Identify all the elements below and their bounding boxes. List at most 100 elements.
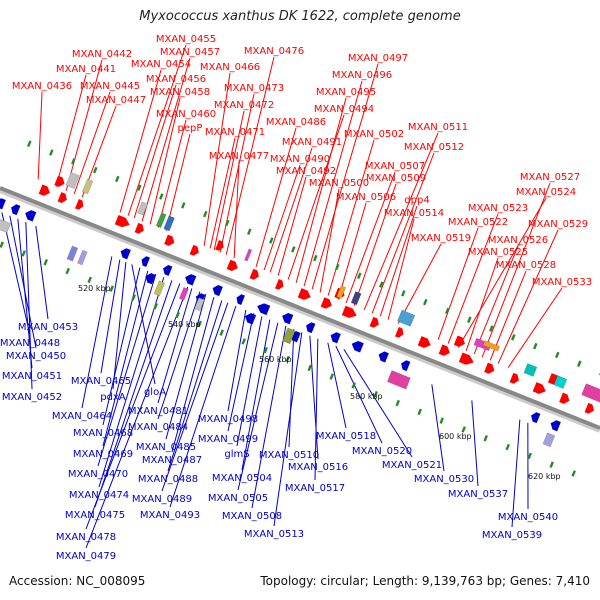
leader-line: [288, 329, 295, 448]
leader-line: [65, 59, 103, 191]
misc-feature-block: [155, 212, 167, 228]
leader-line: [141, 57, 191, 222]
reverse-gene-label: MXAN_0450: [6, 351, 66, 362]
leader-line: [371, 152, 435, 314]
reverse-gene-label: MXAN_0453: [18, 322, 78, 333]
forward-gene-label: MXAN_0477: [209, 151, 269, 162]
leader-line: [311, 63, 379, 290]
leader-line: [213, 110, 245, 251]
scale-label: 600 kbp: [439, 432, 472, 441]
scale-tick: [109, 285, 114, 292]
reverse-gene-arrow: [351, 340, 364, 353]
scale-tick: [401, 290, 406, 297]
leader-line: [133, 84, 177, 219]
scale-tick: [549, 461, 554, 468]
reverse-gene-label: MXAN_0451: [2, 371, 62, 382]
reverse-gene-arrow: [531, 412, 541, 424]
misc-feature-block: [163, 215, 175, 232]
leader-line: [165, 133, 191, 231]
leader-line: [363, 132, 439, 311]
leader-line: [219, 93, 255, 253]
misc-feature-block: [397, 309, 416, 327]
leader-line: [379, 205, 418, 317]
misc-feature-block: [137, 201, 148, 216]
scale-tick: [71, 158, 76, 165]
leader-line: [431, 384, 445, 472]
forward-gene-arrow: [559, 392, 570, 404]
reverse-gene-label: MXAN_0479: [56, 551, 116, 562]
scale-tick: [93, 166, 98, 174]
reverse-gene-arrow: [120, 248, 131, 260]
leader-line: [387, 218, 415, 320]
scale-tick: [175, 311, 180, 319]
leader-line: [157, 288, 193, 404]
reverse-gene-label: MXAN_0508: [222, 511, 282, 522]
scale-tick: [533, 342, 538, 350]
forward-gene-arrow: [226, 259, 238, 272]
scale-tick: [313, 254, 318, 262]
leader-line: [263, 164, 301, 271]
reverse-gene-label: MXAN_0468: [73, 428, 133, 439]
reverse-gene-arrow: [0, 198, 6, 210]
leader-line: [225, 56, 275, 255]
misc-feature-block: [153, 280, 166, 297]
leader-line: [209, 137, 236, 249]
scale-label: 560 kbp: [259, 355, 292, 364]
scale-tick: [395, 399, 400, 407]
leader-line: [335, 345, 383, 444]
scale-tick: [423, 298, 428, 306]
leader-line: [236, 316, 263, 447]
scale-ticks: 520 kbp 540 kbp 560 kbp 580 kbp 600 kbp 620 k…: [0, 140, 600, 481]
reverse-gene-arrow: [550, 420, 561, 432]
scale-tick: [0, 241, 4, 248]
reverse-gene-label: MXAN_0448: [0, 338, 60, 349]
reverse-gene-label: MXAN_0518: [316, 431, 376, 442]
scale-tick: [43, 259, 48, 266]
leader-line: [251, 325, 287, 509]
scale-tick: [153, 303, 158, 310]
forward-gene-label: MXAN_0526: [488, 235, 548, 246]
leader-line: [112, 261, 127, 390]
leader-line: [1, 212, 31, 336]
forward-gene-label: MXAN_0523: [468, 203, 528, 214]
forward-gene-label: MXAN_0458: [150, 87, 210, 98]
forward-gene-label: MXAN_0524: [516, 187, 576, 198]
scale-tick: [467, 316, 472, 323]
scale-tick: [159, 193, 164, 200]
leader-line: [327, 342, 347, 429]
reverse-gene-label: pdxA: [100, 392, 126, 403]
leader-line: [309, 335, 319, 460]
scale-tick: [137, 184, 142, 191]
forward-gene-label: MXAN_0494: [314, 104, 374, 115]
leader-line: [497, 229, 559, 364]
leader-line: [437, 227, 479, 340]
leader-line: [171, 297, 215, 453]
reverse-gene-label: glmS: [224, 449, 249, 460]
misc-feature-block: [77, 249, 88, 266]
reverse-gene-label: gloA: [144, 387, 166, 398]
forward-gene-arrow: [395, 327, 404, 338]
scale-tick: [357, 272, 362, 279]
scale-tick: [379, 281, 384, 288]
scale-tick: [247, 228, 252, 235]
scale-tick: [329, 373, 334, 380]
leader-line: [353, 183, 397, 307]
scale-tick: [285, 355, 290, 363]
scale-tick: [335, 263, 340, 271]
scale-tick: [555, 351, 560, 359]
reverse-gene-arrow: [236, 294, 245, 305]
accession-label: Accession: NC_008095: [9, 574, 146, 588]
reverse-gene-arrow: [244, 313, 257, 325]
reverse-gene-label: MXAN_0484: [128, 422, 188, 433]
leader-line: [269, 147, 313, 273]
forward-gene-label: MXAN_0447: [86, 95, 146, 106]
forward-gene-label: MXAN_0466: [200, 62, 260, 73]
forward-gene-label: MXAN_0476: [244, 46, 304, 57]
leader-line: [465, 257, 499, 351]
forward-gene-arrow: [114, 214, 130, 228]
leader-line: [233, 161, 240, 259]
leader-line: [303, 80, 363, 287]
reverse-gene-label: MXAN_0464: [52, 411, 112, 422]
leader-line: [255, 127, 297, 267]
